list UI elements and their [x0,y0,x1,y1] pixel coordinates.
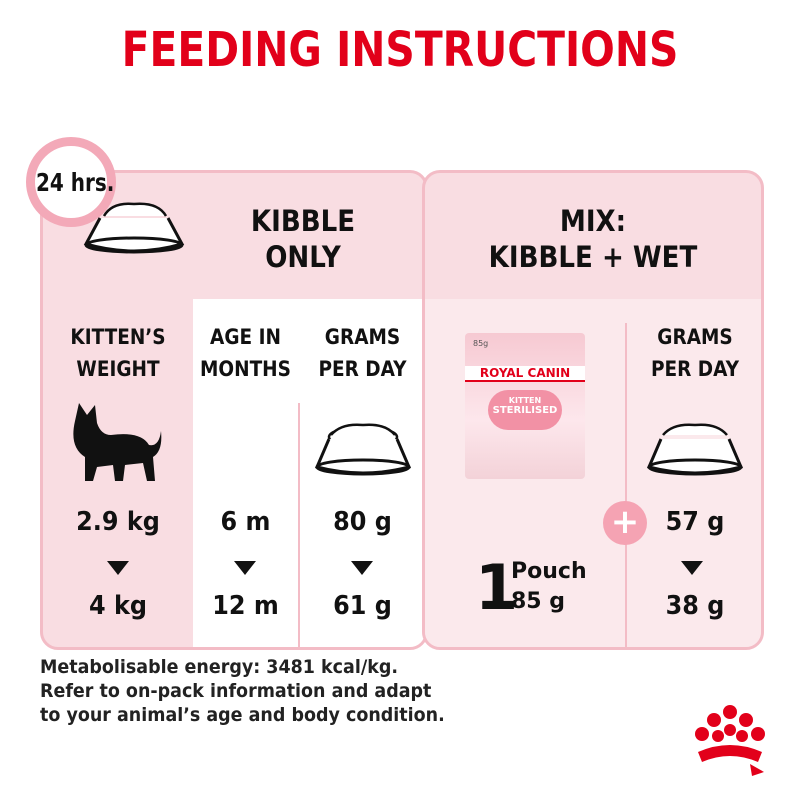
arrow-down-icon [234,561,256,575]
grams-from: 80 g [333,507,392,537]
mix-grams-to: 38 g [665,591,725,621]
arrow-down-icon [681,561,703,575]
pouch-weight: 85 g [511,589,566,614]
weight-header: KITTEN’S WEIGHT [70,325,166,381]
mix-heading: MIX: [559,204,627,238]
royal-canin-crown-logo [695,705,765,776]
age-header: AGE IN MONTHS [200,325,291,381]
page-title: FEEDING INSTRUCTIONS [121,22,679,78]
kibble-bowl-icon [83,202,185,254]
age-from: 6 m [220,507,271,537]
plus-icon: + [603,501,647,545]
weight-from: 2.9 kg [76,507,160,537]
kitten-silhouette-icon [73,403,162,481]
clock-label: 24 hrs. [36,168,115,197]
grams-to: 61 g [333,591,392,621]
brand-logo: ROYAL CANIN [465,366,585,382]
age-to: 12 m [212,591,279,621]
arrow-down-icon [107,561,129,575]
mix-grams-header: GRAMS PER DAY [650,325,740,381]
clock-icon [26,137,116,227]
kibble-bowl-icon [646,423,744,476]
column-divider [625,323,627,647]
kibble-heading: KIBBLE [250,204,356,238]
grams-header: GRAMS PER DAY [318,325,407,381]
mix-panel: MIX: KIBBLE + WET 85g ROYAL CANIN KITTEN S… [422,170,764,650]
pouch-image: 85g ROYAL CANIN KITTEN STERILISED [465,333,585,479]
energy-note: Metabolisable energy: 3481 kcal/kg. Refer… [40,656,445,726]
pouch-count: 1 [475,551,519,624]
column-divider [298,403,300,647]
mix-grams-from: 57 g [665,507,725,537]
arrow-down-icon [351,561,373,575]
kibble-only-panel: KIBBLE ONLY KITTEN’S WEIGHT AGE IN MONTHS G… [40,170,428,650]
kibble-bowl-icon [314,423,412,476]
weight-to: 4 kg [88,591,147,621]
pouch-unit: Pouch [511,559,587,584]
